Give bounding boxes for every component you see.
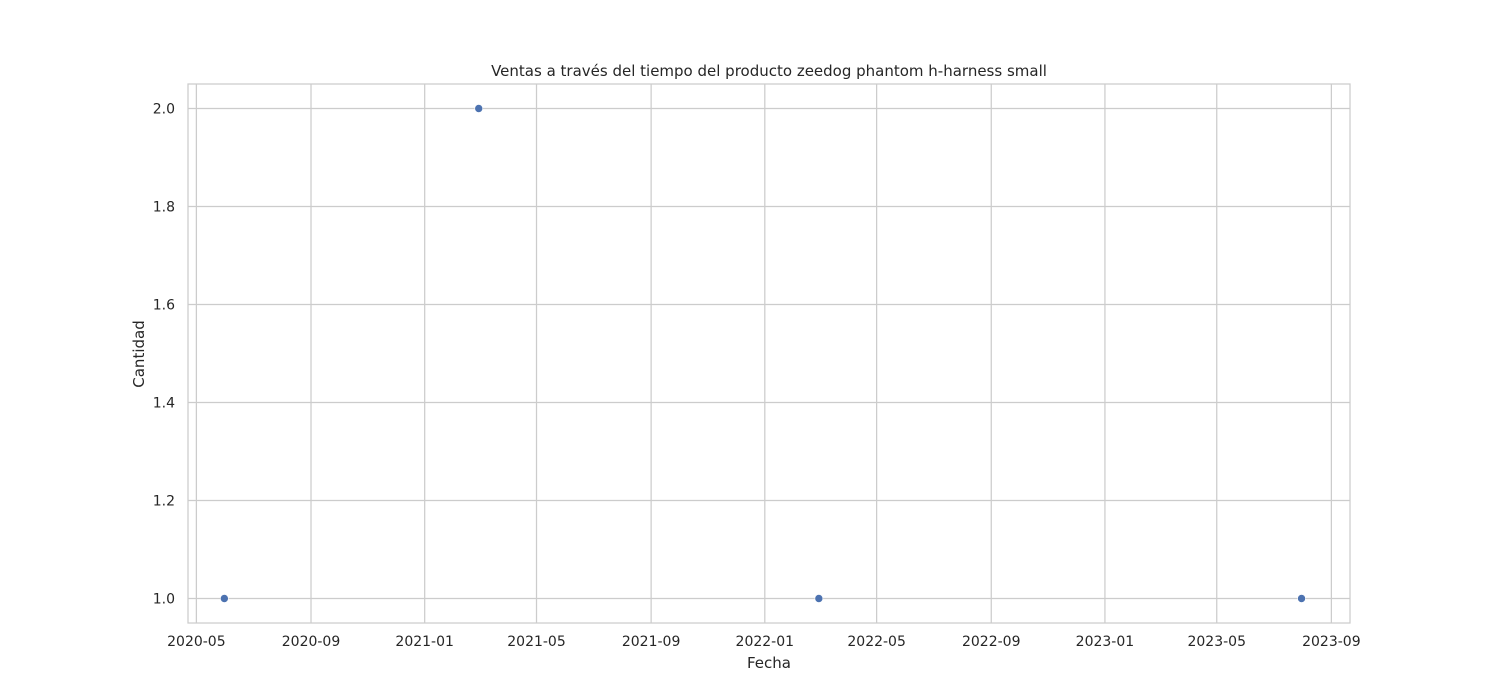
x-tick-label: 2022-05: [847, 634, 906, 650]
data-point: [474, 104, 484, 113]
data-point: [1297, 594, 1306, 603]
y-tick-label: 1.4: [153, 396, 175, 412]
x-tick-label: 2022-01: [736, 634, 795, 650]
data-points: [220, 104, 1306, 603]
data-point: [814, 594, 824, 603]
x-axis-ticks: 2020-05 2020-09 2021-01 2021-05 2021-09 2022-…: [167, 634, 1360, 650]
x-tick-label: 2021-05: [507, 634, 566, 650]
y-axis-label: Cantidad: [130, 320, 148, 387]
x-tick-label: 2022-09: [962, 634, 1021, 650]
y-tick-label: 2.0: [153, 102, 175, 118]
x-tick-label: 2020-05: [167, 634, 226, 650]
x-tick-label: 2023-01: [1076, 634, 1135, 650]
x-tick-label: 2020-09: [282, 634, 341, 650]
x-tick-label: 2023-09: [1302, 634, 1361, 650]
data-point: [220, 594, 229, 603]
y-tick-label: 1.2: [153, 494, 175, 510]
y-axis-ticks: 1.0 1.2 1.4 1.6 1.8 2.0: [153, 102, 175, 608]
plot-area-frame: [187, 83, 1351, 624]
x-tick-label: 2023-05: [1187, 634, 1246, 650]
x-tick-label: 2021-09: [622, 634, 681, 650]
y-tick-label: 1.6: [153, 298, 175, 314]
chart-title: Ventas a través del tiempo del producto …: [491, 62, 1047, 80]
x-tick-label: 2021-01: [395, 634, 454, 650]
x-axis-label: Fecha: [747, 654, 791, 672]
y-tick-label: 1.0: [153, 592, 175, 608]
y-tick-label: 1.8: [153, 200, 175, 216]
grid-lines: [188, 84, 1350, 623]
